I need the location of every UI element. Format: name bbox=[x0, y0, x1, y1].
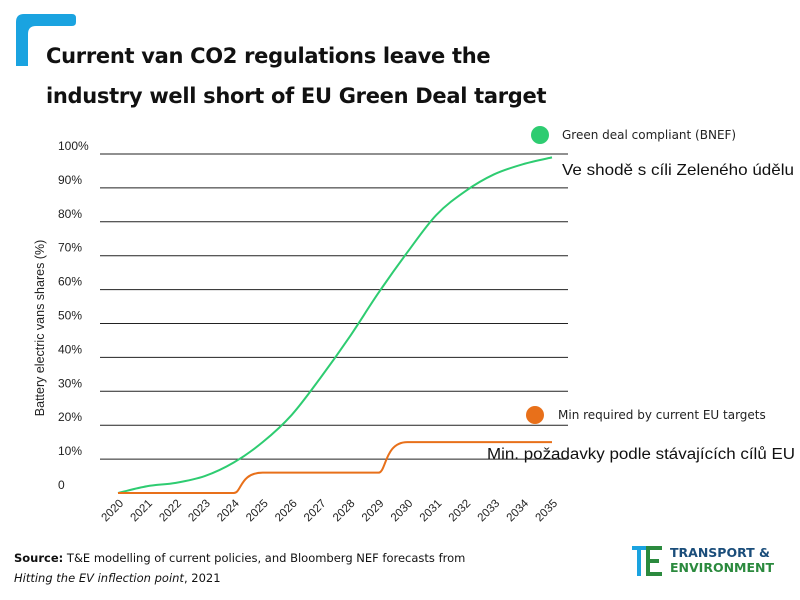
line-chart: 010%20%30%40%50%60%70%80%90%100% 2020 202… bbox=[33, 126, 795, 524]
y-tick-label: 70% bbox=[58, 241, 82, 255]
te-logo-mark bbox=[632, 546, 662, 576]
source-label: Source: bbox=[14, 551, 64, 565]
y-tick-label: 80% bbox=[58, 207, 82, 221]
y-tick-label: 0 bbox=[58, 478, 65, 492]
x-tick-label: 2020 bbox=[100, 498, 127, 525]
legend-marker bbox=[531, 126, 549, 144]
legend-label: Min required by current EU targets bbox=[558, 408, 766, 422]
x-tick-label: 2031 bbox=[418, 498, 445, 525]
y-axis-tick-labels: 0 10% 20% 30% 40% 50% 60% 70% 80% 90% 100% bbox=[58, 139, 89, 492]
y-tick-label: 60% bbox=[58, 275, 82, 289]
x-tick-label: 2030 bbox=[389, 498, 416, 525]
y-tick-label: 90% bbox=[58, 173, 82, 187]
y-tick-label: 10% bbox=[58, 444, 82, 458]
y-tick-label: 20% bbox=[58, 410, 82, 424]
chart-title: Current van CO2 regulations leave the in… bbox=[46, 36, 547, 116]
y-tick-label: 50% bbox=[58, 309, 82, 323]
x-tick-label: 2021 bbox=[128, 498, 155, 525]
series-annotation: Ve shodě s cíli Zeleného údělu bbox=[562, 162, 794, 179]
source-text: T&E modelling of current policies, and B… bbox=[66, 551, 466, 565]
chart-title-line1: Current van CO2 regulations leave the bbox=[46, 44, 491, 68]
x-tick-label: 2023 bbox=[186, 498, 213, 525]
x-tick-label: 2024 bbox=[215, 497, 242, 524]
x-tick-label: 2029 bbox=[360, 498, 387, 525]
y-tick-label: 30% bbox=[58, 376, 82, 390]
logo-line1: TRANSPORT & bbox=[670, 545, 770, 560]
source-note: Source: T&E modelling of current policie… bbox=[14, 548, 574, 588]
x-tick-label: 2035 bbox=[534, 498, 561, 525]
logo-line2: ENVIRONMENT bbox=[670, 560, 775, 575]
x-tick-label: 2032 bbox=[447, 498, 474, 525]
x-tick-label: 2025 bbox=[244, 498, 271, 525]
series-line-min-eu-targets bbox=[118, 441, 552, 494]
series-annotation: Min. požadavky podle stávajících cílů EU bbox=[487, 446, 795, 463]
chart-title-line2: industry well short of EU Green Deal tar… bbox=[46, 84, 547, 108]
x-tick-label: 2022 bbox=[157, 498, 184, 525]
source-year: , 2021 bbox=[183, 571, 221, 585]
chart-series bbox=[117, 156, 553, 494]
te-logo: TRANSPORT & ENVIRONMENT bbox=[632, 545, 792, 579]
x-axis-tick-labels: 2020 2021 2022 2023 2024 2025 2026 2027 2028 2029… bbox=[100, 497, 561, 524]
x-tick-label: 2034 bbox=[505, 497, 532, 524]
series-line-green-deal bbox=[117, 156, 553, 494]
chart-gridlines bbox=[100, 153, 568, 460]
y-axis-label: Battery electric vans shares (%) bbox=[33, 240, 47, 416]
y-tick-label: 100% bbox=[58, 139, 89, 153]
x-tick-label: 2027 bbox=[302, 498, 329, 525]
y-tick-label: 40% bbox=[58, 342, 82, 356]
chart-legend: Green deal compliant (BNEF) Ve shodě s cí… bbox=[487, 126, 795, 463]
source-publication: Hitting the EV inflection point bbox=[14, 571, 184, 585]
legend-label: Green deal compliant (BNEF) bbox=[562, 128, 736, 142]
x-tick-label: 2026 bbox=[273, 498, 300, 525]
x-tick-label: 2028 bbox=[331, 498, 358, 525]
legend-marker bbox=[526, 406, 544, 424]
x-tick-label: 2033 bbox=[476, 498, 503, 525]
corner-bracket-decoration bbox=[16, 14, 76, 66]
